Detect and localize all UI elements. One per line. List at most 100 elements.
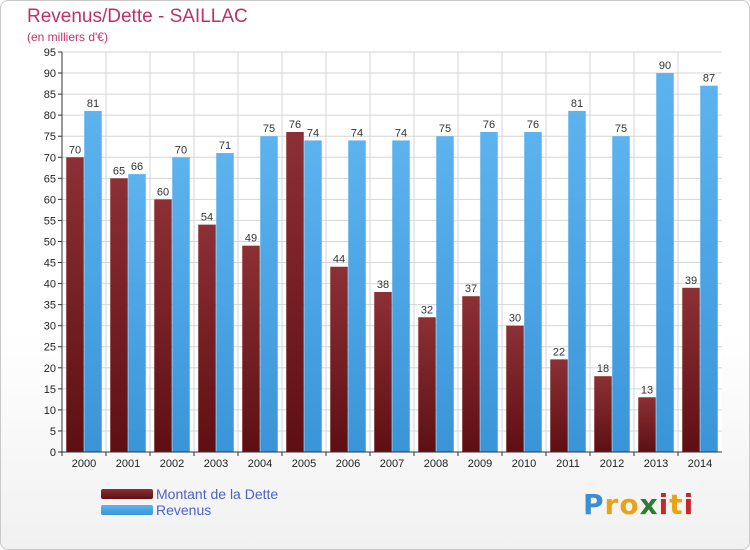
data-label: 54 <box>201 212 213 224</box>
y-tick-label: 60 <box>44 194 56 206</box>
bar-revenue <box>392 140 410 452</box>
data-label: 60 <box>157 186 169 198</box>
bar-debt <box>682 287 700 452</box>
bar-revenue <box>128 174 146 452</box>
data-label: 70 <box>175 144 187 156</box>
legend-swatch-revenue <box>101 505 153 515</box>
data-label: 74 <box>351 127 363 139</box>
bar-revenue <box>480 132 498 452</box>
y-tick-label: 30 <box>44 321 56 333</box>
bar-debt <box>154 199 172 452</box>
data-label: 32 <box>421 304 433 316</box>
bar-revenue <box>612 136 630 453</box>
x-tick-label: 2008 <box>424 458 448 470</box>
x-tick-label: 2010 <box>512 458 536 470</box>
data-label: 71 <box>219 140 231 152</box>
bar-debt <box>638 397 656 452</box>
legend-swatch-debt <box>101 489 153 499</box>
bar-revenue <box>172 157 190 452</box>
data-label: 13 <box>641 384 653 396</box>
bar-revenue <box>260 136 278 453</box>
y-tick-label: 40 <box>44 279 56 291</box>
data-label: 75 <box>263 123 275 135</box>
y-tick-label: 70 <box>44 152 56 164</box>
y-tick-label: 80 <box>44 110 56 122</box>
x-tick-label: 2007 <box>380 458 404 470</box>
bar-debt <box>374 292 392 452</box>
plot-area <box>62 52 722 452</box>
y-tick-label: 85 <box>44 89 56 101</box>
logo-letter: o <box>619 488 640 521</box>
bar-debt <box>330 266 348 452</box>
chart-title: Revenus/Dette - SAILLAC <box>27 6 248 27</box>
y-tick-label: 15 <box>44 384 56 396</box>
bar-debt <box>198 224 216 452</box>
data-label: 74 <box>395 127 407 139</box>
legend-label-debt: Montant de la Dette <box>156 486 279 502</box>
x-tick-label: 2013 <box>644 458 668 470</box>
bar-revenue <box>656 73 674 452</box>
y-tick-label: 0 <box>50 447 56 459</box>
x-tick-label: 2006 <box>336 458 360 470</box>
bar-revenue <box>436 136 454 453</box>
logo-letter: i <box>683 488 695 521</box>
bar-debt <box>550 359 568 452</box>
data-label: 70 <box>69 144 81 156</box>
y-tick-label: 20 <box>44 363 56 375</box>
logo-letter: t <box>669 488 684 521</box>
y-tick-label: 5 <box>50 426 56 438</box>
bar-debt <box>110 178 128 452</box>
data-label: 76 <box>289 119 301 131</box>
data-label: 76 <box>483 119 495 131</box>
logo-letter: i <box>658 488 670 521</box>
x-tick-label: 2002 <box>160 458 184 470</box>
logo-letter: r <box>604 488 620 521</box>
bar-revenue <box>216 153 234 453</box>
data-label: 75 <box>615 123 627 135</box>
y-tick-label: 10 <box>44 405 56 417</box>
bar-revenue <box>568 110 586 453</box>
data-label: 37 <box>465 283 477 295</box>
proxiti-logo: Proxiti <box>583 488 694 521</box>
data-label: 76 <box>527 119 539 131</box>
data-label: 30 <box>509 313 521 325</box>
data-label: 22 <box>553 346 565 358</box>
x-tick-label: 2003 <box>204 458 228 470</box>
bar-debt <box>506 325 524 452</box>
data-label: 18 <box>597 363 609 375</box>
data-label: 65 <box>113 165 125 177</box>
chart-subtitle: (en milliers d'€) <box>27 30 108 44</box>
y-tick-label: 25 <box>44 342 56 354</box>
bar-debt <box>242 245 260 452</box>
bar-debt <box>66 157 84 452</box>
data-label: 81 <box>571 98 583 110</box>
bar-revenue <box>700 85 718 453</box>
x-tick-label: 2014 <box>688 458 712 470</box>
y-tick-label: 50 <box>44 236 56 248</box>
bar-revenue <box>84 110 102 453</box>
x-tick-label: 2012 <box>600 458 624 470</box>
y-tick-label: 75 <box>44 131 56 143</box>
x-tick-label: 2001 <box>116 458 140 470</box>
x-tick-label: 2004 <box>248 458 272 470</box>
data-label: 87 <box>703 73 715 85</box>
data-label: 49 <box>245 233 257 245</box>
data-label: 90 <box>659 60 671 72</box>
bar-debt <box>418 317 436 452</box>
bar-revenue <box>524 132 542 452</box>
y-tick-label: 55 <box>44 215 56 227</box>
data-label: 38 <box>377 279 389 291</box>
bar-revenue <box>348 140 366 452</box>
x-tick-label: 2011 <box>556 458 580 470</box>
x-tick-label: 2009 <box>468 458 492 470</box>
y-tick-label: 95 <box>44 47 56 59</box>
data-label: 66 <box>131 161 143 173</box>
bar-revenue <box>304 140 322 452</box>
y-tick-label: 35 <box>44 300 56 312</box>
y-tick-label: 65 <box>44 173 56 185</box>
x-tick-label: 2000 <box>72 458 96 470</box>
bar-debt <box>594 376 612 452</box>
y-tick-label: 45 <box>44 258 56 270</box>
